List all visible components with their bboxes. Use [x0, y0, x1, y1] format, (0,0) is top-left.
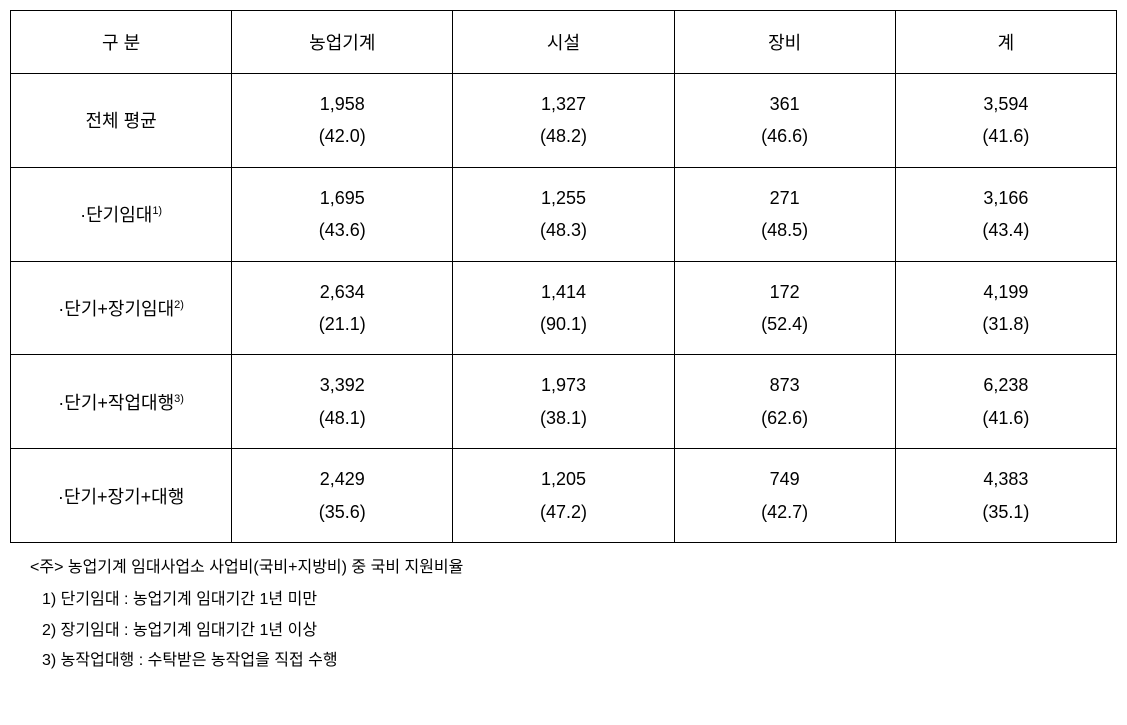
cell-percentage: (48.5) [683, 214, 887, 246]
footnote-main: <주> 농업기계 임대사업소 사업비(국비+지방비) 중 국비 지원비율 [30, 553, 1117, 583]
cell-percentage: (48.1) [240, 402, 444, 434]
data-cell: 1,255(48.3) [453, 167, 674, 261]
cell-percentage: (62.6) [683, 402, 887, 434]
header-category: 구 분 [11, 11, 232, 74]
data-cell: 3,594(41.6) [895, 74, 1116, 168]
cell-percentage: (47.2) [461, 496, 665, 528]
header-machinery: 농업기계 [232, 11, 453, 74]
row-label-sup: 3) [174, 393, 184, 405]
cell-percentage: (31.8) [904, 308, 1108, 340]
row-label-sup: 1) [152, 205, 162, 217]
data-cell: 6,238(41.6) [895, 355, 1116, 449]
header-equipment: 장비 [674, 11, 895, 74]
data-cell: 873(62.6) [674, 355, 895, 449]
cell-value: 1,205 [461, 463, 665, 495]
cell-value: 3,392 [240, 369, 444, 401]
data-table: 구 분 농업기계 시설 장비 계 전체 평균1,958(42.0)1,327(4… [10, 10, 1117, 543]
table-container: 구 분 농업기계 시설 장비 계 전체 평균1,958(42.0)1,327(4… [10, 10, 1117, 543]
cell-value: 2,634 [240, 276, 444, 308]
cell-value: 3,166 [904, 182, 1108, 214]
data-cell: 2,429(35.6) [232, 449, 453, 543]
cell-value: 4,383 [904, 463, 1108, 495]
cell-percentage: (41.6) [904, 120, 1108, 152]
cell-value: 3,594 [904, 88, 1108, 120]
footnote-item-3: 3) 농작업대행 : 수탁받은 농작업을 직접 수행 [30, 646, 1117, 676]
data-cell: 1,327(48.2) [453, 74, 674, 168]
row-label-text: ·단기임대 [80, 205, 152, 225]
data-cell: 1,205(47.2) [453, 449, 674, 543]
cell-value: 1,327 [461, 88, 665, 120]
table-header: 구 분 농업기계 시설 장비 계 [11, 11, 1117, 74]
cell-percentage: (90.1) [461, 308, 665, 340]
cell-percentage: (48.2) [461, 120, 665, 152]
row-label: ·단기+작업대행3) [11, 355, 232, 449]
cell-percentage: (21.1) [240, 308, 444, 340]
cell-percentage: (41.6) [904, 402, 1108, 434]
table-row: 전체 평균1,958(42.0)1,327(48.2)361(46.6)3,59… [11, 74, 1117, 168]
cell-value: 4,199 [904, 276, 1108, 308]
data-cell: 361(46.6) [674, 74, 895, 168]
footnotes: <주> 농업기계 임대사업소 사업비(국비+지방비) 중 국비 지원비율 1) … [10, 553, 1117, 677]
cell-value: 2,429 [240, 463, 444, 495]
data-cell: 2,634(21.1) [232, 261, 453, 355]
data-cell: 4,199(31.8) [895, 261, 1116, 355]
table-body: 전체 평균1,958(42.0)1,327(48.2)361(46.6)3,59… [11, 74, 1117, 543]
data-cell: 271(48.5) [674, 167, 895, 261]
table-row: ·단기+장기+대행2,429(35.6)1,205(47.2)749(42.7)… [11, 449, 1117, 543]
cell-percentage: (35.6) [240, 496, 444, 528]
data-cell: 172(52.4) [674, 261, 895, 355]
cell-value: 1,695 [240, 182, 444, 214]
cell-value: 1,958 [240, 88, 444, 120]
header-row: 구 분 농업기계 시설 장비 계 [11, 11, 1117, 74]
cell-value: 1,255 [461, 182, 665, 214]
cell-value: 749 [683, 463, 887, 495]
cell-percentage: (42.0) [240, 120, 444, 152]
data-cell: 1,958(42.0) [232, 74, 453, 168]
header-total: 계 [895, 11, 1116, 74]
row-label: ·단기+장기+대행 [11, 449, 232, 543]
row-label: ·단기임대1) [11, 167, 232, 261]
data-cell: 3,166(43.4) [895, 167, 1116, 261]
cell-value: 361 [683, 88, 887, 120]
row-label: ·단기+장기임대2) [11, 261, 232, 355]
row-label-text: ·단기+작업대행 [58, 393, 174, 413]
footnote-item-2: 2) 장기임대 : 농업기계 임대기간 1년 이상 [30, 616, 1117, 646]
cell-value: 873 [683, 369, 887, 401]
header-facility: 시설 [453, 11, 674, 74]
row-label-text: ·단기+장기임대 [58, 299, 174, 319]
cell-percentage: (38.1) [461, 402, 665, 434]
cell-percentage: (52.4) [683, 308, 887, 340]
row-label-sup: 2) [174, 299, 184, 311]
cell-percentage: (46.6) [683, 120, 887, 152]
table-row: ·단기임대1)1,695(43.6)1,255(48.3)271(48.5)3,… [11, 167, 1117, 261]
data-cell: 1,695(43.6) [232, 167, 453, 261]
cell-percentage: (35.1) [904, 496, 1108, 528]
data-cell: 749(42.7) [674, 449, 895, 543]
cell-value: 271 [683, 182, 887, 214]
row-label: 전체 평균 [11, 74, 232, 168]
cell-value: 172 [683, 276, 887, 308]
cell-value: 6,238 [904, 369, 1108, 401]
cell-percentage: (48.3) [461, 214, 665, 246]
cell-percentage: (43.6) [240, 214, 444, 246]
footnote-item-1: 1) 단기임대 : 농업기계 임대기간 1년 미만 [30, 585, 1117, 615]
cell-value: 1,973 [461, 369, 665, 401]
data-cell: 1,414(90.1) [453, 261, 674, 355]
data-cell: 4,383(35.1) [895, 449, 1116, 543]
cell-percentage: (43.4) [904, 214, 1108, 246]
data-cell: 3,392(48.1) [232, 355, 453, 449]
table-row: ·단기+작업대행3)3,392(48.1)1,973(38.1)873(62.6… [11, 355, 1117, 449]
data-cell: 1,973(38.1) [453, 355, 674, 449]
cell-value: 1,414 [461, 276, 665, 308]
cell-percentage: (42.7) [683, 496, 887, 528]
table-row: ·단기+장기임대2)2,634(21.1)1,414(90.1)172(52.4… [11, 261, 1117, 355]
